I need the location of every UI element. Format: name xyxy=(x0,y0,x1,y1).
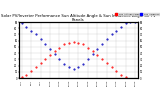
Title: Solar PV/Inverter Performance Sun Altitude Angle & Sun Incidence Angle on PV Pan: Solar PV/Inverter Performance Sun Altitu… xyxy=(1,14,156,22)
Legend: Sun Altitude Angle, Sun Incidence Angle on PV Panels: Sun Altitude Angle, Sun Incidence Angle … xyxy=(115,13,160,15)
